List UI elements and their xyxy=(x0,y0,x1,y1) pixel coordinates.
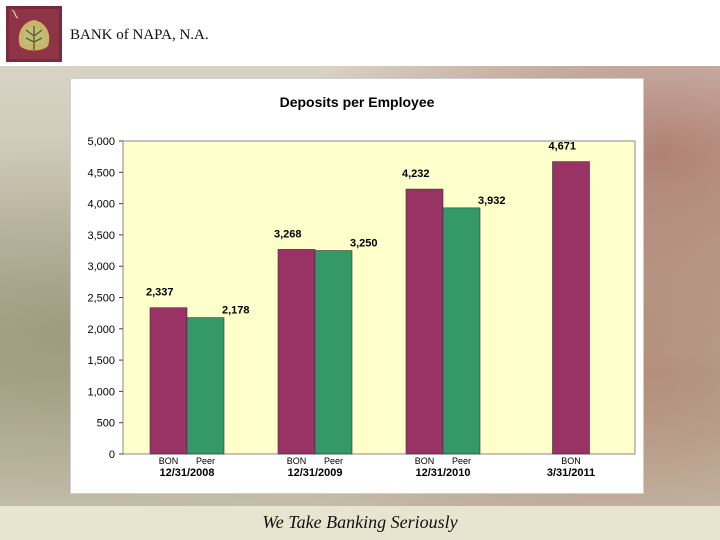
y-tick-label: 1,000 xyxy=(87,386,115,398)
footer-bar xyxy=(0,506,720,540)
y-tick-label: 0 xyxy=(109,449,115,461)
bar-bon xyxy=(149,307,188,455)
series-label: BON xyxy=(159,456,179,466)
category-label: 12/31/2009 xyxy=(287,467,342,479)
series-label: BON xyxy=(561,456,581,466)
category-label: 12/31/2008 xyxy=(159,467,214,479)
y-tick-label: 3,500 xyxy=(87,230,115,242)
data-label: 2,178 xyxy=(222,305,250,317)
series-label: Peer xyxy=(324,456,343,466)
y-tick-label: 2,500 xyxy=(87,293,115,305)
y-tick-label: 1,500 xyxy=(87,355,115,367)
bar-peer xyxy=(314,250,353,455)
series-label: BON xyxy=(287,456,307,466)
category-label: 3/31/2011 xyxy=(547,467,595,479)
series-label: BON xyxy=(415,456,435,466)
data-label: 2,337 xyxy=(146,287,174,299)
bar-bon xyxy=(552,161,590,455)
data-label: 4,671 xyxy=(549,141,577,153)
series-label: Peer xyxy=(196,456,215,466)
header-bar: BANK of NAPA, N.A. xyxy=(0,0,720,66)
data-label: 3,250 xyxy=(350,238,378,250)
deposits-chart: Deposits per Employee 0 500 1,000 1,500 2,00… xyxy=(87,94,636,479)
y-tick-label: 5,000 xyxy=(87,136,115,148)
bar-bon xyxy=(277,249,316,455)
category-label: 12/31/2010 xyxy=(415,467,470,479)
y-tick-label: 4,000 xyxy=(87,199,115,211)
y-tick-label: 3,000 xyxy=(87,261,115,273)
y-tick-label: 2,000 xyxy=(87,324,115,336)
bank-name: BANK of NAPA, N.A. xyxy=(70,27,209,43)
bar-peer xyxy=(186,317,225,455)
data-label: 3,932 xyxy=(478,195,506,207)
tagline: We Take Banking Seriously xyxy=(262,512,458,532)
bar-peer xyxy=(442,207,481,455)
y-tick-label: 4,500 xyxy=(87,167,115,179)
chart-panel: Deposits per Employee 0 500 1,000 1,500 2,00… xyxy=(70,78,644,494)
series-label: Peer xyxy=(452,456,471,466)
chart-title: Deposits per Employee xyxy=(280,94,435,110)
bank-logo-icon xyxy=(6,6,62,62)
data-label: 4,232 xyxy=(402,168,430,180)
bar-bon xyxy=(405,188,444,455)
data-label: 3,268 xyxy=(274,228,302,240)
y-tick-label: 500 xyxy=(97,418,115,430)
